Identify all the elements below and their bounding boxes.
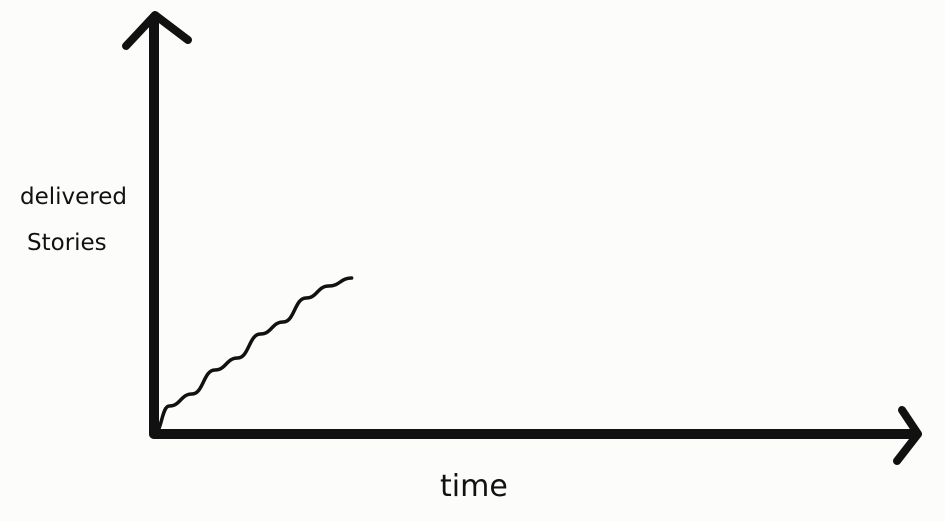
series-line-0 [152,276,354,436]
y-axis-label-line-1: delivered [20,184,127,210]
x-axis-arrow-right-icon [893,406,922,465]
x-axis-label: time [440,469,508,504]
y-axis-label-line-2: Stories [27,230,107,256]
axes [122,11,922,465]
y-axis-arrow-up-icon [122,11,192,50]
series-layer [152,276,354,436]
